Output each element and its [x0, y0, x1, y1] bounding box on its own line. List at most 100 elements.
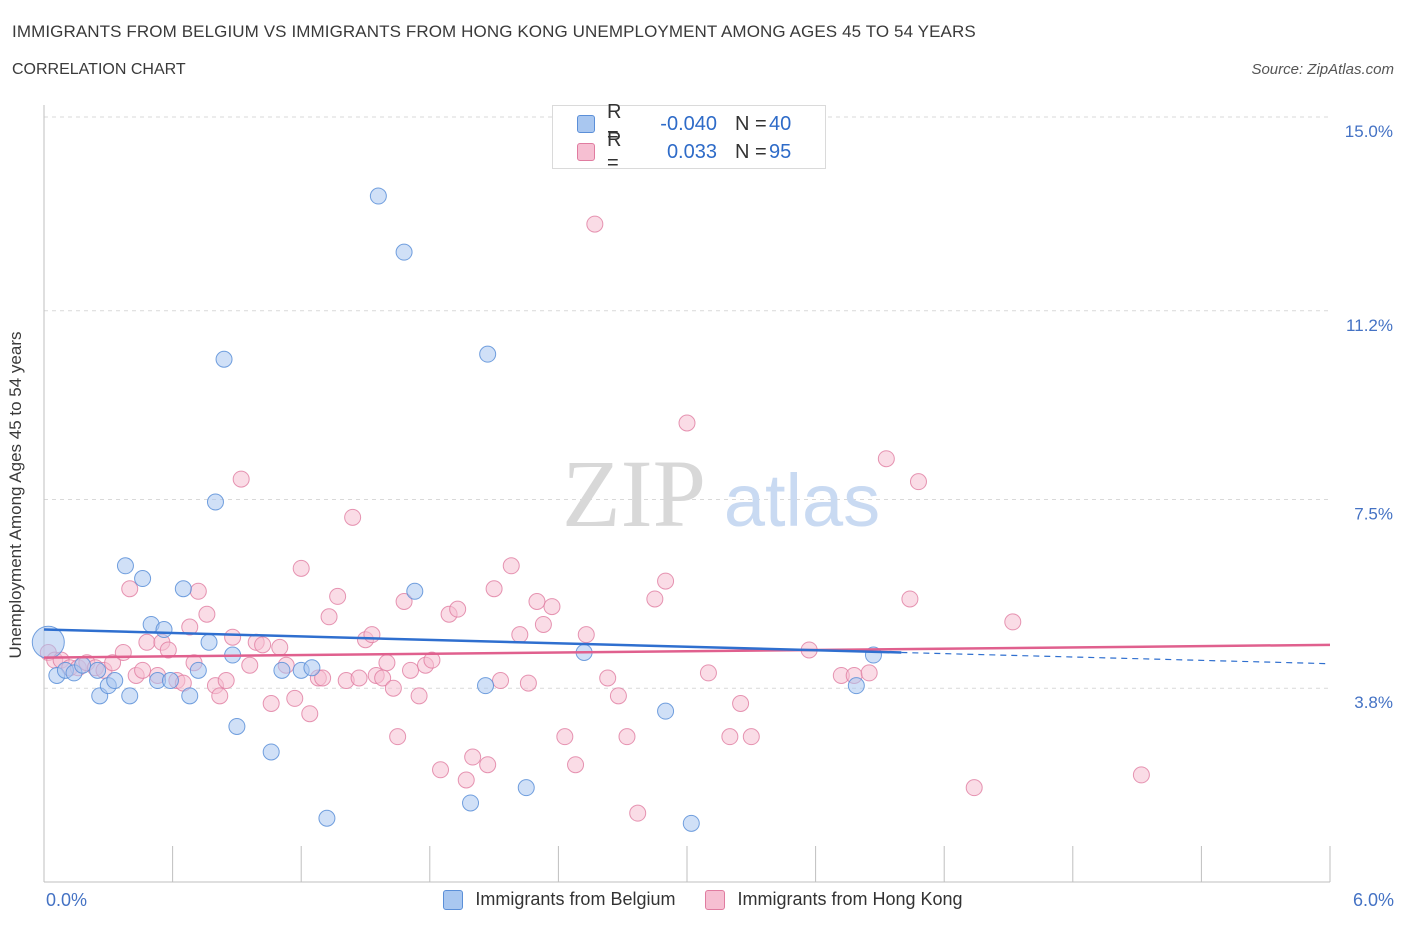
- belgium-point: [106, 672, 124, 690]
- hongkong-swatch: [577, 143, 595, 161]
- trend-lines: [43, 628, 1331, 665]
- belgium-point: [228, 717, 246, 735]
- hongkong-point: [301, 705, 319, 723]
- y-tick-labels: 3.8% 7.5% 11.2% 15.0%: [1345, 122, 1393, 712]
- hongkong-point: [901, 590, 919, 608]
- belgium-point: [303, 659, 321, 677]
- belgium-point: [369, 187, 387, 205]
- belgium-point: [89, 661, 107, 679]
- belgium-point: [200, 633, 218, 651]
- hongkong-point: [134, 661, 152, 679]
- n-label: N =: [735, 112, 767, 135]
- stats-row-hongkong: R = 0.033 N = 95: [577, 129, 792, 174]
- hongkong-point: [479, 756, 497, 774]
- belgium-point: [174, 580, 192, 598]
- hongkong-point: [389, 728, 407, 746]
- hongkong-point: [384, 679, 402, 697]
- hongkong-point: [909, 473, 927, 491]
- belgium-point: [215, 350, 233, 368]
- belgium-point: [462, 794, 480, 812]
- hongkong-point: [104, 654, 122, 672]
- hongkong-point: [599, 669, 617, 687]
- belgium-point: [318, 809, 336, 827]
- stats-row-belgium: R = -0.040 N = 40: [577, 101, 792, 146]
- hongkong-point: [159, 641, 177, 659]
- hongkong-point: [314, 669, 332, 687]
- hongkong-point: [198, 605, 216, 623]
- hongkong-point: [646, 590, 664, 608]
- axes: [43, 105, 1331, 883]
- belgium-point: [206, 493, 224, 511]
- hongkong-point: [629, 804, 647, 822]
- belgium-point: [477, 677, 495, 695]
- y-axis-label: Unemployment Among Ages 45 to 54 years: [6, 331, 25, 659]
- hongkong-point: [254, 636, 272, 654]
- belgium-point: [406, 582, 424, 600]
- hongkong-point: [232, 470, 250, 488]
- belgium-point: [161, 672, 179, 690]
- hongkong-legend-swatch: [705, 889, 726, 910]
- y-tick-label: 7.5%: [1354, 505, 1393, 524]
- belgium-point: [262, 743, 280, 761]
- chart-subtitle: CORRELATION CHART: [12, 61, 186, 78]
- legend-item-hongkong[interactable]: Immigrants from Hong Kong: [705, 889, 963, 910]
- hongkong-point: [618, 728, 636, 746]
- hongkong-point: [742, 728, 760, 746]
- belgium-legend-swatch: [443, 889, 464, 910]
- hongkong-point: [329, 587, 347, 605]
- hongkong-point: [189, 582, 207, 600]
- hongkong-point: [211, 687, 229, 705]
- belgium-trend-line: [43, 628, 902, 654]
- hongkong-point: [217, 672, 235, 690]
- belgium-point: [121, 687, 139, 705]
- hongkong-point: [432, 761, 450, 779]
- legend-item-belgium[interactable]: Immigrants from Belgium: [443, 889, 675, 910]
- x-tick-max: 6.0%: [1352, 890, 1394, 910]
- chart-title: IMMIGRANTS FROM BELGIUM VS IMMIGRANTS FR…: [12, 22, 976, 41]
- hongkong-point: [241, 656, 259, 674]
- hongkong-point: [395, 593, 413, 610]
- series-legend: Immigrants from Belgium Immigrants from …: [0, 889, 1406, 910]
- belgium-point: [134, 570, 152, 588]
- hongkong-point: [877, 450, 895, 468]
- y-tick-label: 15.0%: [1345, 122, 1393, 141]
- n-value-belgium: 40: [769, 112, 792, 135]
- hongkong-point: [320, 608, 338, 626]
- hongkong-point: [378, 654, 396, 672]
- watermark-atlas: atlas: [724, 459, 880, 542]
- hongkong-trend-line: [43, 643, 1331, 659]
- belgium-swatch: [577, 115, 595, 133]
- belgium-point: [517, 779, 535, 797]
- hongkong-point: [732, 695, 750, 712]
- belgium-point: [479, 345, 497, 363]
- belgium-point: [116, 557, 134, 575]
- belgium-point: [847, 677, 865, 695]
- y-tick-label: 11.2%: [1346, 316, 1393, 335]
- hongkong-point: [519, 674, 537, 692]
- belgium-point: [181, 687, 199, 705]
- hongkong-point: [502, 557, 520, 575]
- belgium-point: [657, 702, 675, 720]
- source-credit: Source: ZipAtlas.com: [1251, 61, 1394, 78]
- hongkong-point: [350, 669, 368, 687]
- belgium-point: [74, 656, 92, 674]
- hongkong-point: [286, 689, 304, 707]
- y-tick-label: 3.8%: [1354, 693, 1393, 712]
- hongkong-point: [262, 695, 280, 712]
- hongkong-point: [271, 638, 289, 656]
- legend-label-hongkong: Immigrants from Hong Kong: [737, 889, 963, 909]
- hongkong-point: [556, 728, 574, 746]
- hongkong-point: [492, 672, 510, 690]
- hongkong-point: [577, 626, 595, 644]
- hongkong-point: [121, 580, 139, 598]
- hongkong-point: [721, 728, 739, 746]
- hongkong-point: [567, 756, 585, 774]
- n-value-hongkong: 95: [769, 140, 792, 163]
- belgium-point: [682, 814, 700, 832]
- belgium-point: [189, 661, 207, 679]
- hongkong-point: [1004, 613, 1022, 631]
- hongkong-point: [528, 593, 546, 610]
- hongkong-point: [449, 600, 467, 618]
- belgium-points: [31, 187, 882, 832]
- hongkong-point: [699, 664, 717, 682]
